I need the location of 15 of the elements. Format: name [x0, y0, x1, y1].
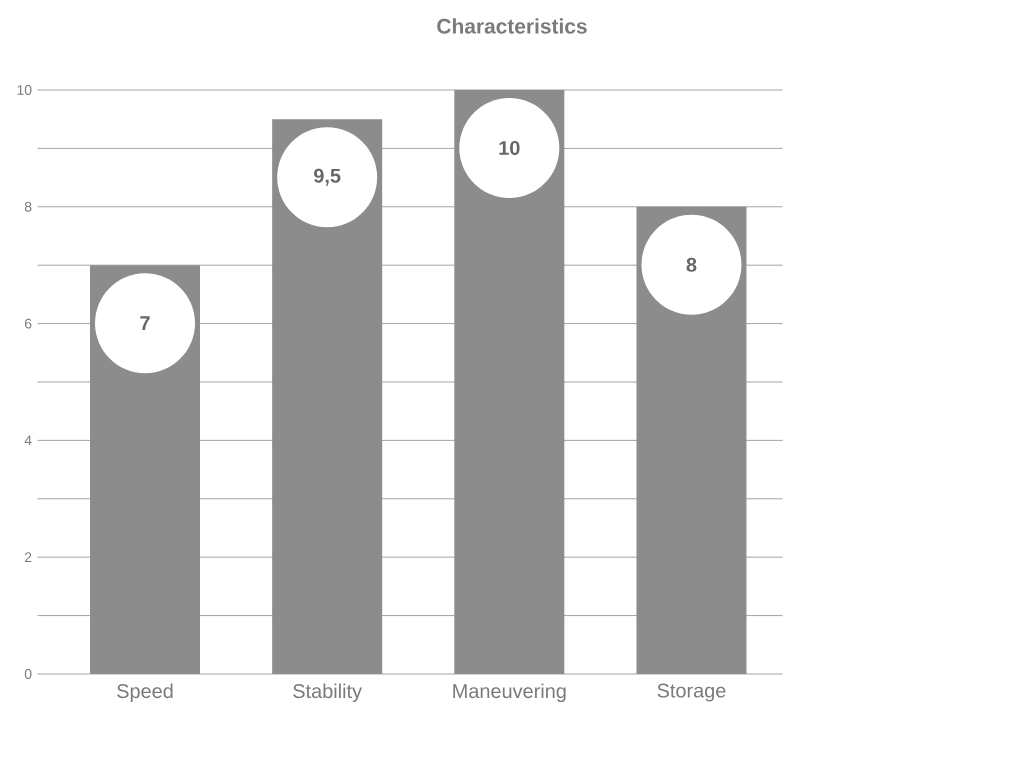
data-label: 7 [140, 316, 150, 331]
y-tick-label: 2 [24, 552, 32, 563]
y-tick-label: 10 [17, 85, 32, 95]
x-tick-label: Stability [293, 683, 362, 703]
x-tick-label: Maneuvering [453, 683, 566, 703]
y-tick-label: 8 [24, 201, 32, 212]
y-tick-label: 4 [24, 435, 32, 446]
x-tick-label: Storage [657, 683, 726, 702]
chart-title: Characteristics [437, 18, 587, 34]
y-tick-label: 6 [24, 318, 32, 329]
y-tick-label: 0 [24, 669, 32, 679]
data-label: 10 [499, 140, 520, 156]
data-label: 9,5 [314, 168, 341, 186]
x-tick-label: Speed [117, 683, 173, 703]
data-label: 8 [686, 257, 697, 272]
